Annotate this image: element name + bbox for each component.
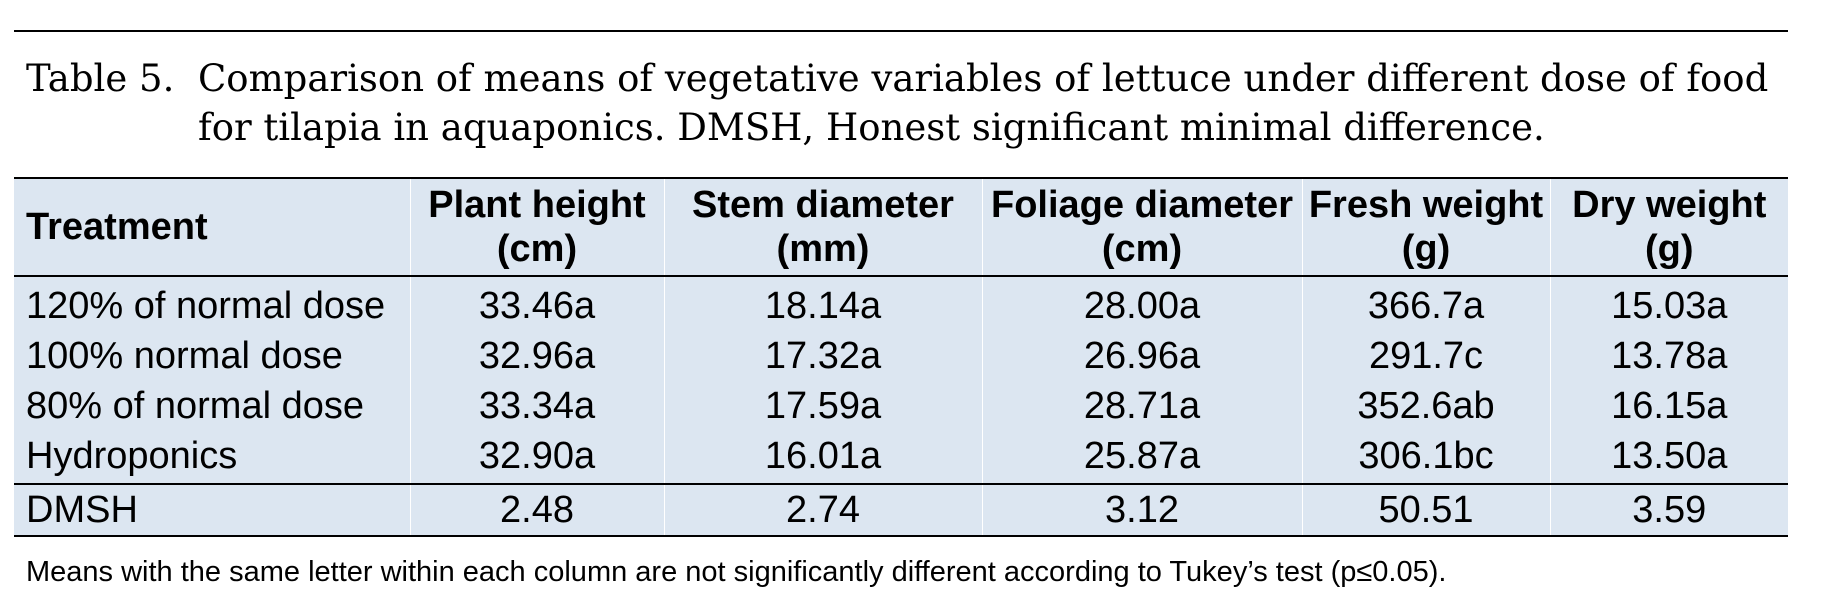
caption-line-2: for tilapia in aquaponics. DMSH, Honest … <box>198 106 1545 149</box>
dmsh-plant-height-cell: 2.48 <box>409 483 664 537</box>
stem-diameter-cell: 16.01a <box>663 431 982 484</box>
results-table: Treatment Plant height (cm) Stem diamete… <box>14 177 1788 537</box>
table-row: 100% normal dose 32.96a 17.32a 26.96a 29… <box>14 331 1788 381</box>
caption-line-1: Comparison of means of vegetative variab… <box>198 57 1769 100</box>
foliage-diameter-cell: 28.71a <box>981 381 1302 431</box>
foliage-diameter-cell: 25.87a <box>981 431 1302 484</box>
dmsh-label-cell: DMSH <box>14 483 410 537</box>
foliage-diameter-cell: 26.96a <box>981 331 1302 381</box>
header-treatment: Treatment <box>14 177 410 277</box>
header-stem-diameter: Stem diameter (mm) <box>663 177 982 277</box>
fresh-weight-cell: 291.7c <box>1301 331 1550 381</box>
caption-label: Table 5. <box>26 57 175 100</box>
header-fresh-weight: Fresh weight (g) <box>1301 177 1550 277</box>
treatment-cell: 80% of normal dose <box>26 385 364 427</box>
stem-diameter-cell: 18.14a <box>663 276 982 331</box>
plant-height-cell: 32.90a <box>409 431 664 484</box>
fresh-weight-cell: 366.7a <box>1301 276 1550 331</box>
dmsh-row: DMSH 2.48 2.74 3.12 50.51 3.59 <box>14 483 1788 537</box>
dry-weight-cell: 13.50a <box>1549 431 1788 484</box>
stem-diameter-cell: 17.59a <box>663 381 982 431</box>
dry-weight-cell: 13.78a <box>1549 331 1788 381</box>
header-row: Treatment Plant height (cm) Stem diamete… <box>14 177 1788 277</box>
dry-weight-cell: 15.03a <box>1549 276 1788 331</box>
dmsh-foliage-diameter-cell: 3.12 <box>981 483 1302 537</box>
dmsh-fresh-weight-cell: 50.51 <box>1301 483 1550 537</box>
stem-diameter-cell: 17.32a <box>663 331 982 381</box>
treatment-cell: Hydroponics <box>26 435 238 477</box>
treatment-cell: 100% normal dose <box>26 335 343 377</box>
dmsh-dry-weight-cell: 3.59 <box>1549 483 1788 537</box>
fresh-weight-cell: 306.1bc <box>1301 431 1550 484</box>
header-dry-weight: Dry weight (g) <box>1549 177 1788 277</box>
header-plant-height: Plant height (cm) <box>409 177 664 277</box>
fresh-weight-cell: 352.6ab <box>1301 381 1550 431</box>
header-foliage-diameter: Foliage diameter (cm) <box>981 177 1302 277</box>
dmsh-stem-diameter-cell: 2.74 <box>663 483 982 537</box>
plant-height-cell: 33.34a <box>409 381 664 431</box>
plant-height-cell: 32.96a <box>409 331 664 381</box>
table-row: 80% of normal dose 33.34a 17.59a 28.71a … <box>14 381 1788 431</box>
table-row: Hydroponics 32.90a 16.01a 25.87a 306.1bc… <box>14 431 1788 484</box>
caption-text: Comparison of means of vegetative variab… <box>198 54 1806 152</box>
treatment-cell: 120% of normal dose <box>26 285 386 327</box>
table-footnote: Means with the same letter within each c… <box>26 556 1447 588</box>
plant-height-cell: 33.46a <box>409 276 664 331</box>
table-caption: Table 5. Comparison of means of vegetati… <box>26 54 1806 152</box>
results-table-wrapper: Treatment Plant height (cm) Stem diamete… <box>14 177 1788 537</box>
top-rule <box>14 30 1788 32</box>
dry-weight-cell: 16.15a <box>1549 381 1788 431</box>
table-row: 120% of normal dose 33.46a 18.14a 28.00a… <box>14 276 1788 331</box>
foliage-diameter-cell: 28.00a <box>981 276 1302 331</box>
